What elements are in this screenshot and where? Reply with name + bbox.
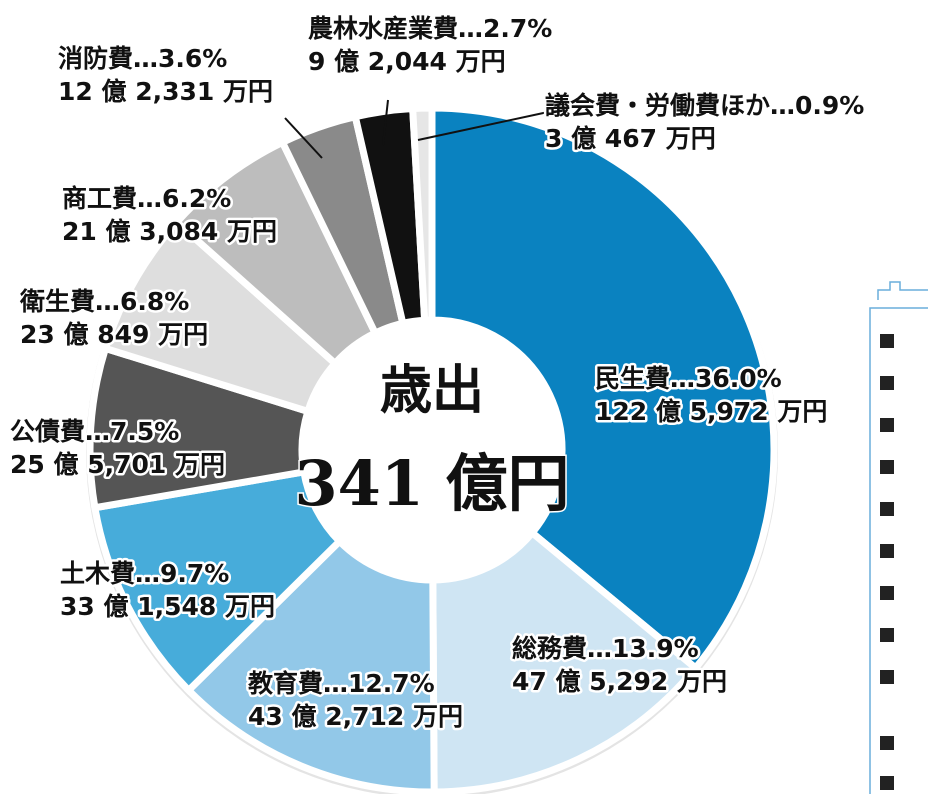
donut-hole [302, 320, 562, 580]
chart-subtitle: 341 億円 [294, 447, 569, 520]
segment-label: 消防費…3.6% [58, 44, 227, 73]
segment-amount: 47 億 5,292 万円 [512, 667, 727, 696]
segment-label: 教育費…12.7% [248, 669, 435, 698]
segment-amount: 23 億 849 万円 [20, 320, 208, 349]
segment-label: 農林水産業費…2.7% [308, 14, 552, 43]
leader-lines [284, 99, 549, 159]
segment-amount: 25 億 5,701 万円 [10, 450, 225, 479]
segment-amount: 33 億 1,548 万円 [60, 592, 275, 621]
side-panel [869, 281, 928, 794]
segment-amount: 9 億 2,044 万円 [308, 47, 506, 76]
segment-amount: 3 億 467 万円 [545, 124, 716, 153]
segment-label: 議会費・労働費ほか…0.9% [545, 91, 864, 120]
segment-label: 総務費…13.9% [512, 634, 699, 663]
segment-amount: 21 億 3,084 万円 [62, 217, 277, 246]
segment-label: 民生費…36.0% [595, 364, 782, 393]
segment-amount: 122 億 5,972 万円 [595, 397, 827, 426]
segment-label: 土木費…9.7% [60, 559, 229, 588]
segment-amount: 12 億 2,331 万円 [58, 77, 273, 106]
segment-amount: 43 億 2,712 万円 [248, 702, 463, 731]
chart-title: 歳出 [380, 360, 484, 421]
segment-label: 衛生費…6.8% [19, 287, 189, 316]
segment-label: 公債費…7.5% [10, 417, 179, 446]
segment-label: 商工費…6.2% [62, 184, 231, 213]
